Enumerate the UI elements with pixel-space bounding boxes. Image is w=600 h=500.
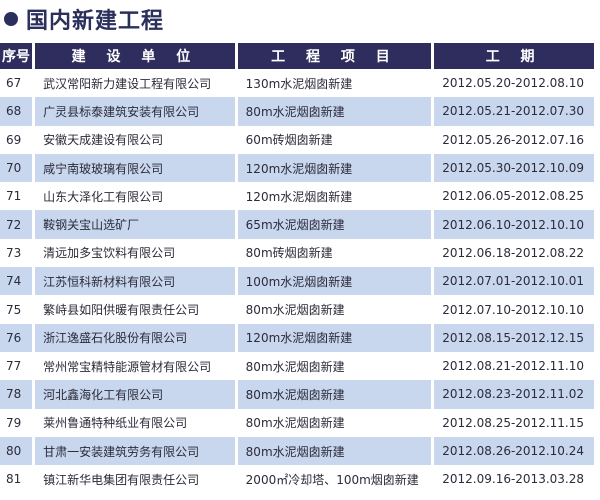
cell-project: 120m水泥烟囱新建: [237, 153, 432, 183]
cell-index: 73: [6, 245, 22, 260]
table-row: 67 武汉常阳新力建设工程有限公司 130m水泥烟囱新建 2012.05.20-201…: [0, 69, 594, 97]
cell-company: 武汉常阳新力建设工程有限公司: [43, 76, 212, 91]
cell-project: 80m砖烟囱新建: [245, 246, 333, 261]
cell-index: 70: [0, 153, 33, 183]
cell-company: 鞍钢关宝山选矿厂: [35, 210, 235, 239]
cell-project: 80m水泥烟囱新建: [237, 436, 432, 466]
cell-project: 100m水泥烟囱新建: [237, 267, 432, 296]
cell-index: 76: [0, 323, 33, 352]
cell-period: 2012.05.21-2012.07.30: [434, 97, 594, 126]
table-row: 74 江苏恒科新材料有限公司 100m水泥烟囱新建 2012.07.01-2012.1…: [0, 267, 594, 296]
cell-project: 80m水泥烟囱新建: [237, 97, 432, 126]
cell-period: 2012.08.25-2012.11.15: [442, 415, 584, 430]
cell-company: 甘肃一安装建筑劳务有限公司: [35, 436, 235, 466]
cell-company: 镇江新华电集团有限责任公司: [43, 472, 200, 487]
table-row: 70 咸宁南玻玻璃有限公司 120m水泥烟囱新建 2012.05.30-2012.10…: [0, 153, 594, 183]
cell-period: 2012.05.20-2012.08.10: [442, 76, 584, 91]
cell-company: 山东大泽化工有限公司: [43, 189, 164, 204]
cell-index: 74: [0, 267, 33, 296]
cell-period: 2012.06.05-2012.08.25: [442, 189, 584, 204]
bullet-icon: [4, 12, 18, 26]
table-row: 78 河北鑫海化工有限公司 80m水泥烟囱新建 2012.08.23-2012.11.…: [0, 380, 594, 409]
cell-index: 75: [6, 302, 22, 317]
table-row: 72 鞍钢关宝山选矿厂 65m水泥烟囱新建 2012.06.10-2012.10.10: [0, 210, 594, 239]
table-row: 79 莱州鲁通特种纸业有限公司 80m水泥烟囱新建 2012.08.25-2012.1…: [0, 409, 594, 437]
table-row: 77 常州常宝精特能源管材有限公司 80m水泥烟囱新建 2012.08.21-2012…: [0, 352, 594, 380]
cell-period: 2012.07.01-2012.10.01: [434, 267, 594, 296]
cell-company: 莱州鲁通特种纸业有限公司: [43, 416, 188, 431]
cell-period: 2012.08.23-2012.11.02: [434, 380, 594, 409]
table-row: 68 广灵县标泰建筑安装有限公司 80m水泥烟囱新建 2012.05.21-2012.…: [0, 97, 594, 126]
header-project: 工 程 项 目: [237, 43, 432, 69]
cell-index: 78: [0, 380, 33, 409]
title-text: 国内新建工程: [26, 9, 165, 34]
cell-period: 2012.08.15-2012.12.15: [434, 323, 594, 352]
cell-project: 60m砖烟囱新建: [245, 133, 333, 148]
table-header: 序号 建 设 单 位 工 程 项 目 工 期: [0, 43, 594, 69]
table-row: 80 甘肃一安装建筑劳务有限公司 80m水泥烟囱新建 2012.08.26-2012.…: [0, 436, 594, 466]
cell-period: 2012.08.21-2012.11.10: [442, 359, 584, 374]
table-row: 76 浙江逸盛石化股份有限公司 120m水泥烟囱新建 2012.08.15-2012.…: [0, 323, 594, 352]
cell-index: 81: [6, 472, 22, 487]
cell-period: 2012.06.10-2012.10.10: [434, 210, 594, 239]
cell-index: 77: [6, 359, 22, 374]
header-company: 建 设 单 位: [35, 43, 235, 69]
cell-project: 2000㎡冷却塔、100m烟囱新建: [245, 472, 419, 487]
cell-index: 72: [0, 210, 33, 239]
cell-project: 65m水泥烟囱新建: [237, 210, 432, 239]
cell-company: 繁峙县如阳供暖有限责任公司: [43, 303, 200, 318]
cell-project: 120m水泥烟囱新建: [237, 323, 432, 352]
cell-index: 71: [6, 189, 22, 204]
cell-company: 广灵县标泰建筑安装有限公司: [35, 97, 235, 126]
cell-company: 常州常宝精特能源管材有限公司: [43, 359, 212, 374]
cell-project: 80m水泥烟囱新建: [237, 380, 432, 409]
cell-index: 67: [6, 76, 22, 91]
cell-project: 80m水泥烟囱新建: [245, 416, 345, 431]
projects-table: 序号 建 设 单 位 工 程 项 目 工 期 67 武汉常阳新力建设工程有限公司 1…: [0, 43, 597, 493]
cell-company: 河北鑫海化工有限公司: [35, 380, 235, 409]
table-row: 69 安徽天成建设有限公司 60m砖烟囱新建 2012.05.26-2012.07.1…: [0, 126, 594, 154]
header-period: 工 期: [434, 43, 594, 69]
cell-index: 68: [0, 97, 33, 126]
cell-project: 120m水泥烟囱新建: [245, 189, 353, 204]
table-row: 81 镇江新华电集团有限责任公司 2000㎡冷却塔、100m烟囱新建 2012.09.…: [0, 465, 594, 493]
cell-index: 80: [0, 436, 33, 466]
cell-period: 2012.06.18-2012.08.22: [442, 245, 584, 260]
cell-period: 2012.08.26-2012.10.24: [434, 436, 594, 466]
page-title: 国内新建工程: [4, 2, 164, 36]
cell-period: 2012.05.26-2012.07.16: [442, 132, 584, 147]
cell-company: 咸宁南玻玻璃有限公司: [35, 153, 235, 183]
cell-period: 2012.07.10-2012.10.10: [442, 302, 584, 317]
cell-project: 80m水泥烟囱新建: [245, 303, 345, 318]
cell-period: 2012.09.16-2013.03.28: [442, 472, 584, 487]
cell-company: 浙江逸盛石化股份有限公司: [35, 323, 235, 352]
table-row: 75 繁峙县如阳供暖有限责任公司 80m水泥烟囱新建 2012.07.10-2012.…: [0, 295, 594, 323]
cell-company: 清远加多宝饮料有限公司: [43, 246, 176, 261]
cell-index: 69: [6, 132, 22, 147]
table-row: 71 山东大泽化工有限公司 120m水泥烟囱新建 2012.06.05-2012.08…: [0, 182, 594, 210]
cell-company: 安徽天成建设有限公司: [43, 133, 164, 148]
cell-company: 江苏恒科新材料有限公司: [35, 267, 235, 296]
cell-project: 130m水泥烟囱新建: [245, 76, 353, 91]
cell-project: 80m水泥烟囱新建: [245, 359, 345, 374]
cell-period: 2012.05.30-2012.10.09: [434, 153, 594, 183]
cell-index: 79: [6, 415, 22, 430]
table-row: 73 清远加多宝饮料有限公司 80m砖烟囱新建 2012.06.18-2012.08.…: [0, 239, 594, 267]
header-index: 序号: [0, 43, 33, 69]
